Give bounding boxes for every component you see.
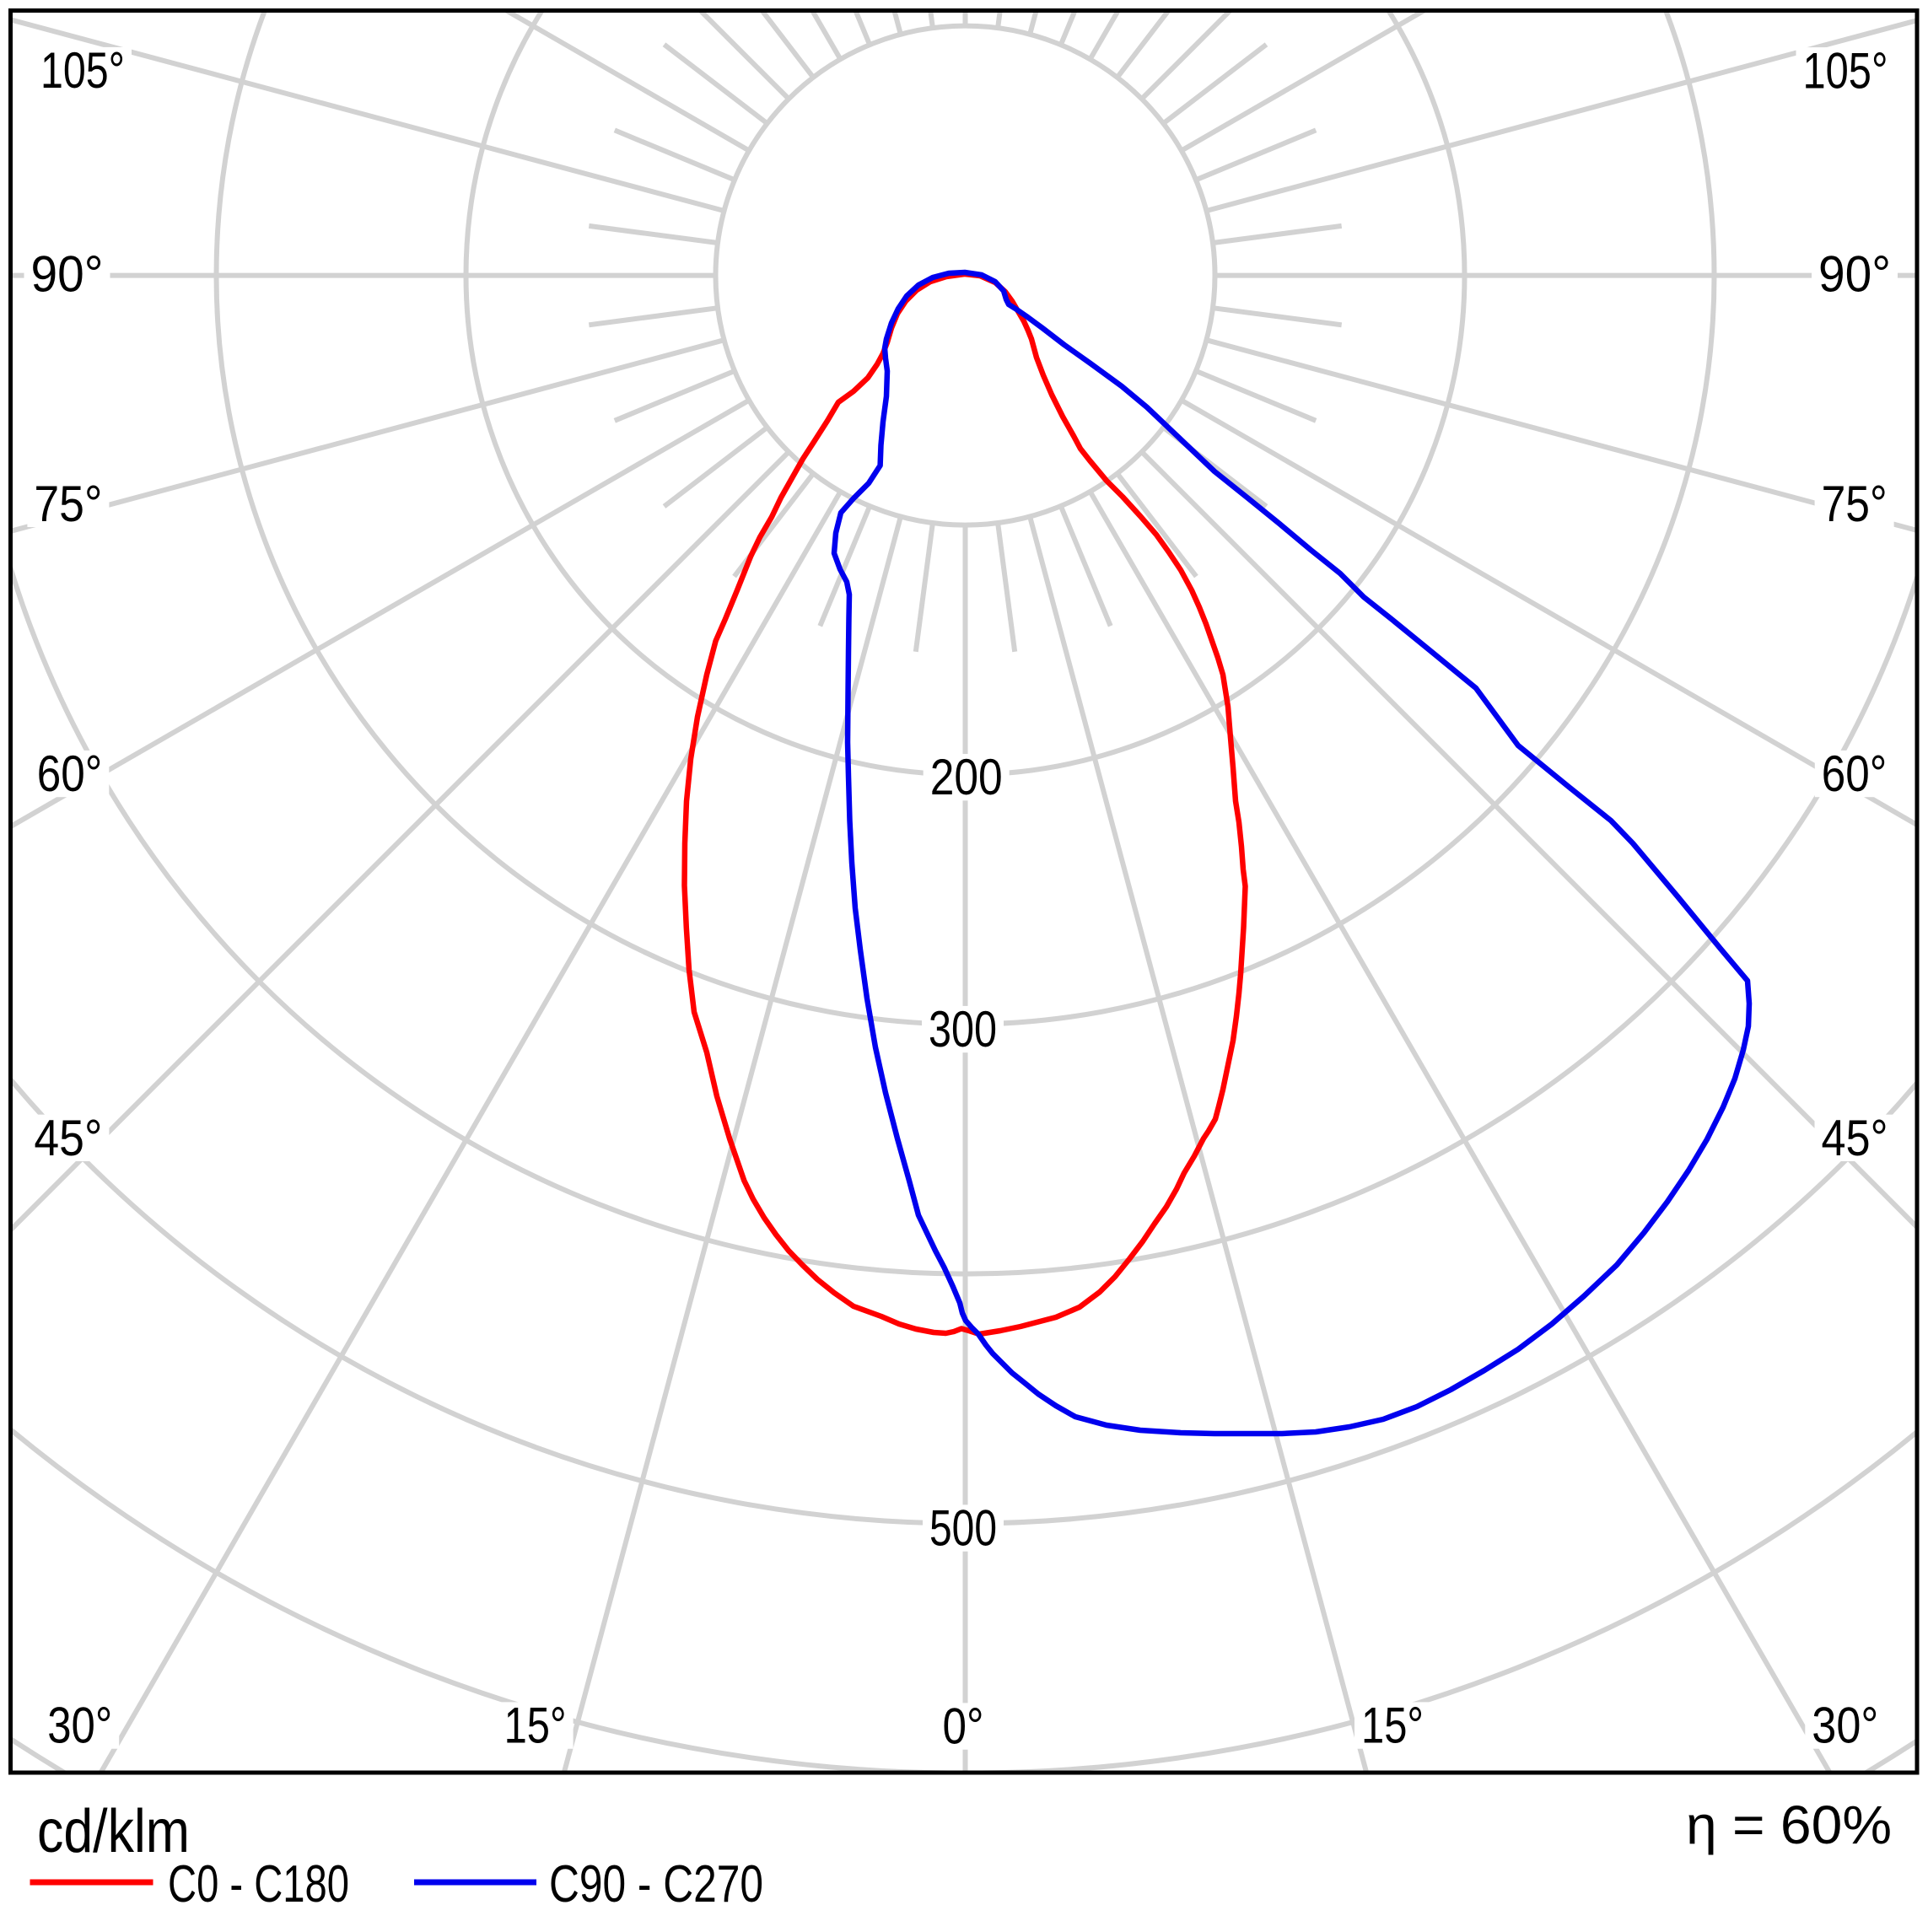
svg-text:30°: 30°	[1812, 1698, 1878, 1754]
svg-text:45°: 45°	[34, 1110, 102, 1166]
svg-text:η = 60%: η = 60%	[1686, 1795, 1892, 1855]
svg-text:75°: 75°	[1822, 476, 1888, 532]
svg-text:60°: 60°	[37, 745, 103, 802]
svg-text:45°: 45°	[1822, 1110, 1888, 1166]
svg-text:0°: 0°	[943, 1698, 984, 1755]
svg-text:cd/klm: cd/klm	[37, 1798, 190, 1865]
svg-text:90°: 90°	[1818, 246, 1891, 303]
svg-text:75°: 75°	[34, 476, 102, 532]
svg-text:500: 500	[929, 1500, 997, 1557]
svg-text:C90 - C270: C90 - C270	[549, 1855, 763, 1913]
svg-text:C0 - C180: C0 - C180	[168, 1855, 349, 1913]
svg-text:300: 300	[929, 1001, 997, 1057]
svg-text:60°: 60°	[1822, 745, 1888, 802]
svg-text:200: 200	[930, 749, 1003, 805]
svg-text:30°: 30°	[47, 1698, 112, 1754]
svg-text:105°: 105°	[1803, 42, 1888, 99]
svg-text:15°: 15°	[1361, 1698, 1424, 1754]
svg-text:15°: 15°	[504, 1698, 567, 1754]
svg-text:105°: 105°	[40, 42, 125, 99]
svg-text:90°: 90°	[31, 246, 104, 303]
